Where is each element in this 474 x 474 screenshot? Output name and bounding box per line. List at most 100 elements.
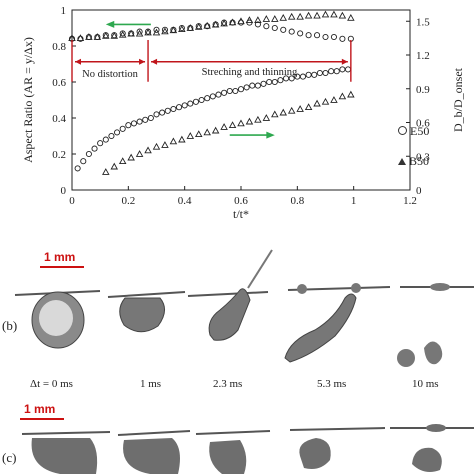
data-point-circle bbox=[237, 86, 245, 93]
panel-b: (b) 1 mm Δt = 0 ms 1 ms bbox=[0, 240, 474, 390]
x-tick-label: 0.2 bbox=[121, 195, 135, 207]
time-label-3: 5.3 ms bbox=[317, 378, 347, 390]
data-point-triangle bbox=[220, 123, 228, 130]
data-point-circle bbox=[226, 87, 233, 95]
y-left-axis-label: Aspect Ratio (AR = y/Δx) bbox=[21, 37, 35, 163]
data-point-triangle bbox=[262, 15, 271, 22]
y-right-axis-label: D_b/D_onset bbox=[451, 67, 465, 132]
data-point-triangle bbox=[338, 92, 347, 100]
data-point-triangle bbox=[228, 121, 237, 129]
data-point-circle bbox=[280, 26, 287, 33]
data-point-circle bbox=[313, 32, 321, 39]
legend-entry-b50: B50 bbox=[398, 154, 429, 169]
data-point-triangle bbox=[169, 137, 178, 145]
frame-b-3 bbox=[284, 283, 391, 363]
arrowhead bbox=[139, 58, 146, 65]
data-point-circle bbox=[305, 71, 312, 78]
y-left-tick-label: 0.4 bbox=[52, 113, 66, 125]
data-point-triangle bbox=[85, 33, 93, 40]
data-point-circle bbox=[316, 69, 323, 77]
data-point-circle bbox=[254, 82, 261, 89]
data-point-triangle bbox=[287, 106, 296, 114]
data-point-triangle bbox=[161, 141, 169, 148]
data-point-triangle bbox=[203, 128, 211, 136]
data-point-circle bbox=[175, 104, 183, 111]
data-point-circle bbox=[254, 21, 261, 28]
panel-c-scale-bar bbox=[20, 418, 64, 420]
data-point-circle bbox=[271, 24, 278, 32]
data-point-circle bbox=[142, 116, 149, 123]
legend-circle-icon bbox=[398, 126, 407, 135]
data-point-triangle bbox=[279, 108, 288, 116]
data-point-circle bbox=[161, 26, 168, 33]
data-point-circle bbox=[164, 107, 171, 114]
data-point-triangle bbox=[203, 21, 211, 29]
green-arrowhead-right bbox=[266, 131, 275, 139]
data-point-circle bbox=[243, 84, 250, 91]
data-point-triangle bbox=[330, 96, 338, 103]
data-point-circle bbox=[130, 120, 138, 127]
time-label-2: 2.3 ms bbox=[213, 378, 243, 390]
legend-triangle-icon bbox=[398, 158, 406, 165]
y-right-tick-label: 0.6 bbox=[416, 118, 430, 130]
data-point-triangle bbox=[178, 25, 186, 32]
data-point-triangle bbox=[296, 105, 304, 112]
data-point-triangle bbox=[271, 15, 279, 22]
data-point-circle bbox=[147, 114, 154, 122]
data-point-triangle bbox=[245, 16, 254, 23]
data-point-circle bbox=[181, 102, 188, 109]
frame-c-1 bbox=[117, 430, 191, 474]
data-point-triangle bbox=[296, 12, 304, 20]
x-axis-label: t/t* bbox=[233, 207, 249, 221]
data-point-triangle bbox=[135, 29, 144, 37]
green-arrowhead-left bbox=[105, 20, 115, 28]
data-point-triangle bbox=[110, 31, 119, 39]
y-left-tick-label: 0.2 bbox=[52, 149, 66, 161]
data-point-triangle bbox=[178, 135, 186, 143]
frame-b-1 bbox=[107, 291, 186, 333]
data-point-circle bbox=[330, 33, 338, 41]
x-tick-label: 0 bbox=[69, 195, 75, 207]
data-point-circle bbox=[153, 26, 160, 33]
data-point-circle bbox=[209, 93, 216, 100]
panel-b-scale-label: 1 mm bbox=[44, 250, 76, 264]
data-point-circle bbox=[339, 35, 346, 42]
region-label-left: No distortion bbox=[82, 69, 138, 80]
data-point-circle bbox=[192, 98, 199, 105]
x-tick-label: 0.4 bbox=[178, 195, 192, 207]
frame-c-0 bbox=[21, 431, 111, 474]
data-point-triangle bbox=[237, 119, 245, 127]
data-point-triangle bbox=[313, 11, 321, 19]
data-point-circle bbox=[344, 66, 352, 73]
time-label-1: 1 ms bbox=[140, 378, 162, 390]
data-point-circle bbox=[266, 78, 273, 86]
data-point-triangle bbox=[127, 153, 135, 161]
arrowhead bbox=[75, 58, 81, 65]
data-point-circle bbox=[108, 132, 115, 140]
data-point-circle bbox=[288, 28, 295, 35]
data-point-circle bbox=[97, 140, 104, 147]
data-point-circle bbox=[232, 87, 239, 95]
y-right-tick-label: 1.2 bbox=[416, 50, 430, 62]
y-left-tick-label: 0.6 bbox=[52, 77, 66, 89]
data-point-circle bbox=[322, 69, 329, 77]
data-point-circle bbox=[125, 122, 132, 129]
data-point-triangle bbox=[93, 33, 102, 40]
data-point-circle bbox=[170, 105, 177, 113]
data-point-circle bbox=[114, 129, 121, 136]
data-point-triangle bbox=[110, 162, 119, 170]
data-point-circle bbox=[328, 68, 335, 75]
data-point-circle bbox=[80, 158, 87, 165]
time-label-0: Δt = 0 ms bbox=[30, 378, 73, 390]
data-point-circle bbox=[263, 23, 270, 30]
data-point-circle bbox=[91, 145, 98, 152]
chart-marks bbox=[68, 10, 355, 175]
data-point-triangle bbox=[271, 110, 279, 118]
aspect-ratio-chart: 0 0.2 0.4 0.6 0.8 1 1.200.20.40.60.8100.30.60.… bbox=[21, 5, 465, 221]
data-point-circle bbox=[159, 109, 166, 116]
y-left-tick-label: 0 bbox=[61, 185, 67, 197]
data-point-triangle bbox=[118, 157, 127, 165]
data-point-circle bbox=[333, 68, 340, 75]
panel-b-tag: (b) bbox=[2, 318, 18, 333]
data-point-circle bbox=[77, 35, 84, 42]
